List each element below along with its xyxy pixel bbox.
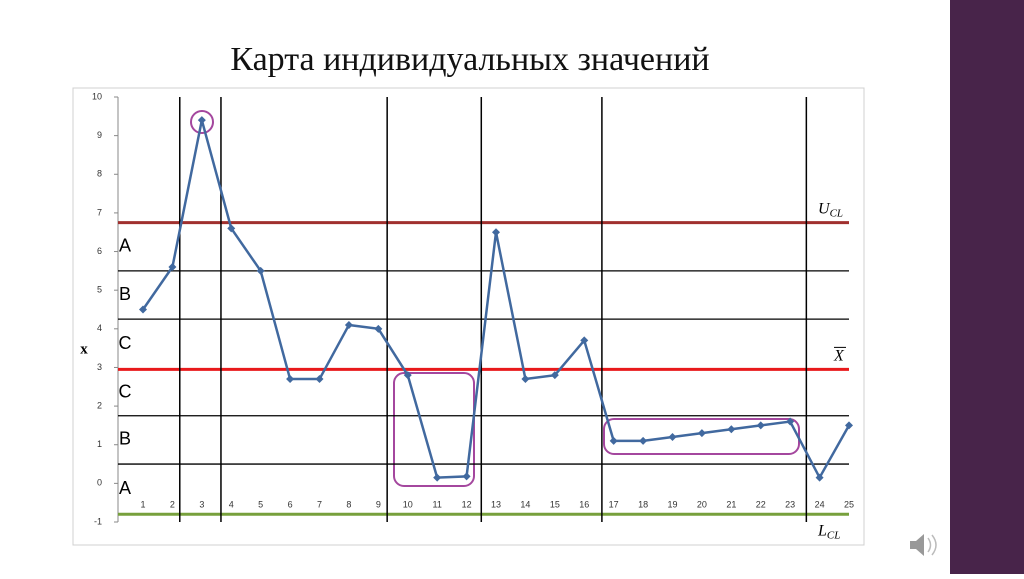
x-tick-label: 15 [550,499,560,509]
point [492,228,501,237]
point [786,417,795,426]
x-tick-label: 14 [520,499,530,509]
x-tick-label: 9 [376,499,381,509]
y-tick-label: 8 [97,169,102,179]
point [845,421,853,430]
y-tick-label: 3 [97,362,102,372]
point [139,305,148,314]
lcl-label: LCL [817,522,840,541]
x-tick-label: 10 [403,499,413,509]
x-tick-label: 21 [726,499,736,509]
x-tick-label: 25 [844,499,854,509]
point [550,371,559,380]
point [286,375,295,384]
point [403,371,412,380]
y-tick-label: 0 [97,478,102,488]
y-tick-label: 5 [97,285,102,295]
y-tick-label: 10 [92,91,102,101]
x-tick-label: 6 [288,499,293,509]
point [197,116,206,125]
slide-title: Карта индивидуальных значений [230,41,709,78]
y-tick-label: 9 [97,130,102,140]
x-tick-label: 8 [346,499,351,509]
zone-label: A [119,235,131,255]
speaker-icon [910,534,937,556]
point [580,336,589,345]
x-tick-label: 1 [140,499,145,509]
y-tick-label: 6 [97,246,102,256]
x-tick-label: 20 [697,499,707,509]
y-tick-label: 7 [97,207,102,217]
lcl-label-sub: CL [827,529,840,541]
x-tick-label: 18 [638,499,648,509]
mean-label-main: X [833,347,845,364]
x-tick-label: 12 [462,499,472,509]
series-line [141,119,851,481]
highlight-box [393,372,475,487]
highlight-circle [190,110,214,134]
x-tick-label: 23 [785,499,795,509]
y-axis-label: x [80,341,88,357]
x-tick-label: 7 [317,499,322,509]
x-tick-label: 2 [170,499,175,509]
ucl-label: UCL [818,200,843,219]
zone-label: B [119,284,131,304]
lcl-label-main: L [817,522,827,539]
point [727,425,736,434]
zone-label: B [119,429,131,449]
x-tick-label: 11 [432,499,441,509]
x-tick-label: 17 [609,499,619,509]
x-tick-label: 16 [579,499,589,509]
point [668,433,677,441]
ucl-label-main: U [818,200,831,217]
y-tick-label: -1 [94,516,102,526]
x-tick-label: 22 [756,499,766,509]
point [521,375,530,384]
zone-label: C [119,381,132,401]
point [227,224,236,233]
point [462,472,471,481]
mean-label: X [833,347,845,364]
point [315,375,324,384]
x-tick-label: 3 [199,499,204,509]
x-tick-label: 5 [258,499,263,509]
point [256,266,265,275]
point [344,320,353,329]
point [639,436,648,445]
point [374,324,383,333]
y-tick-label: 2 [97,400,102,410]
x-tick-label: 24 [815,499,825,509]
y-tick-label: 1 [97,439,102,449]
zone-label: A [119,478,131,498]
x-tick-label: 4 [229,499,234,509]
x-tick-label: 19 [667,499,677,509]
point [697,429,706,438]
point [756,421,765,430]
zone-label: C [119,333,132,353]
ucl-label-sub: CL [830,207,843,219]
y-tick-label: 4 [97,323,102,333]
point [168,263,177,271]
x-tick-label: 13 [491,499,501,509]
point [609,436,618,445]
point [815,473,824,482]
sidebar [950,0,1024,574]
point [433,473,442,482]
chart-frame [72,87,865,546]
